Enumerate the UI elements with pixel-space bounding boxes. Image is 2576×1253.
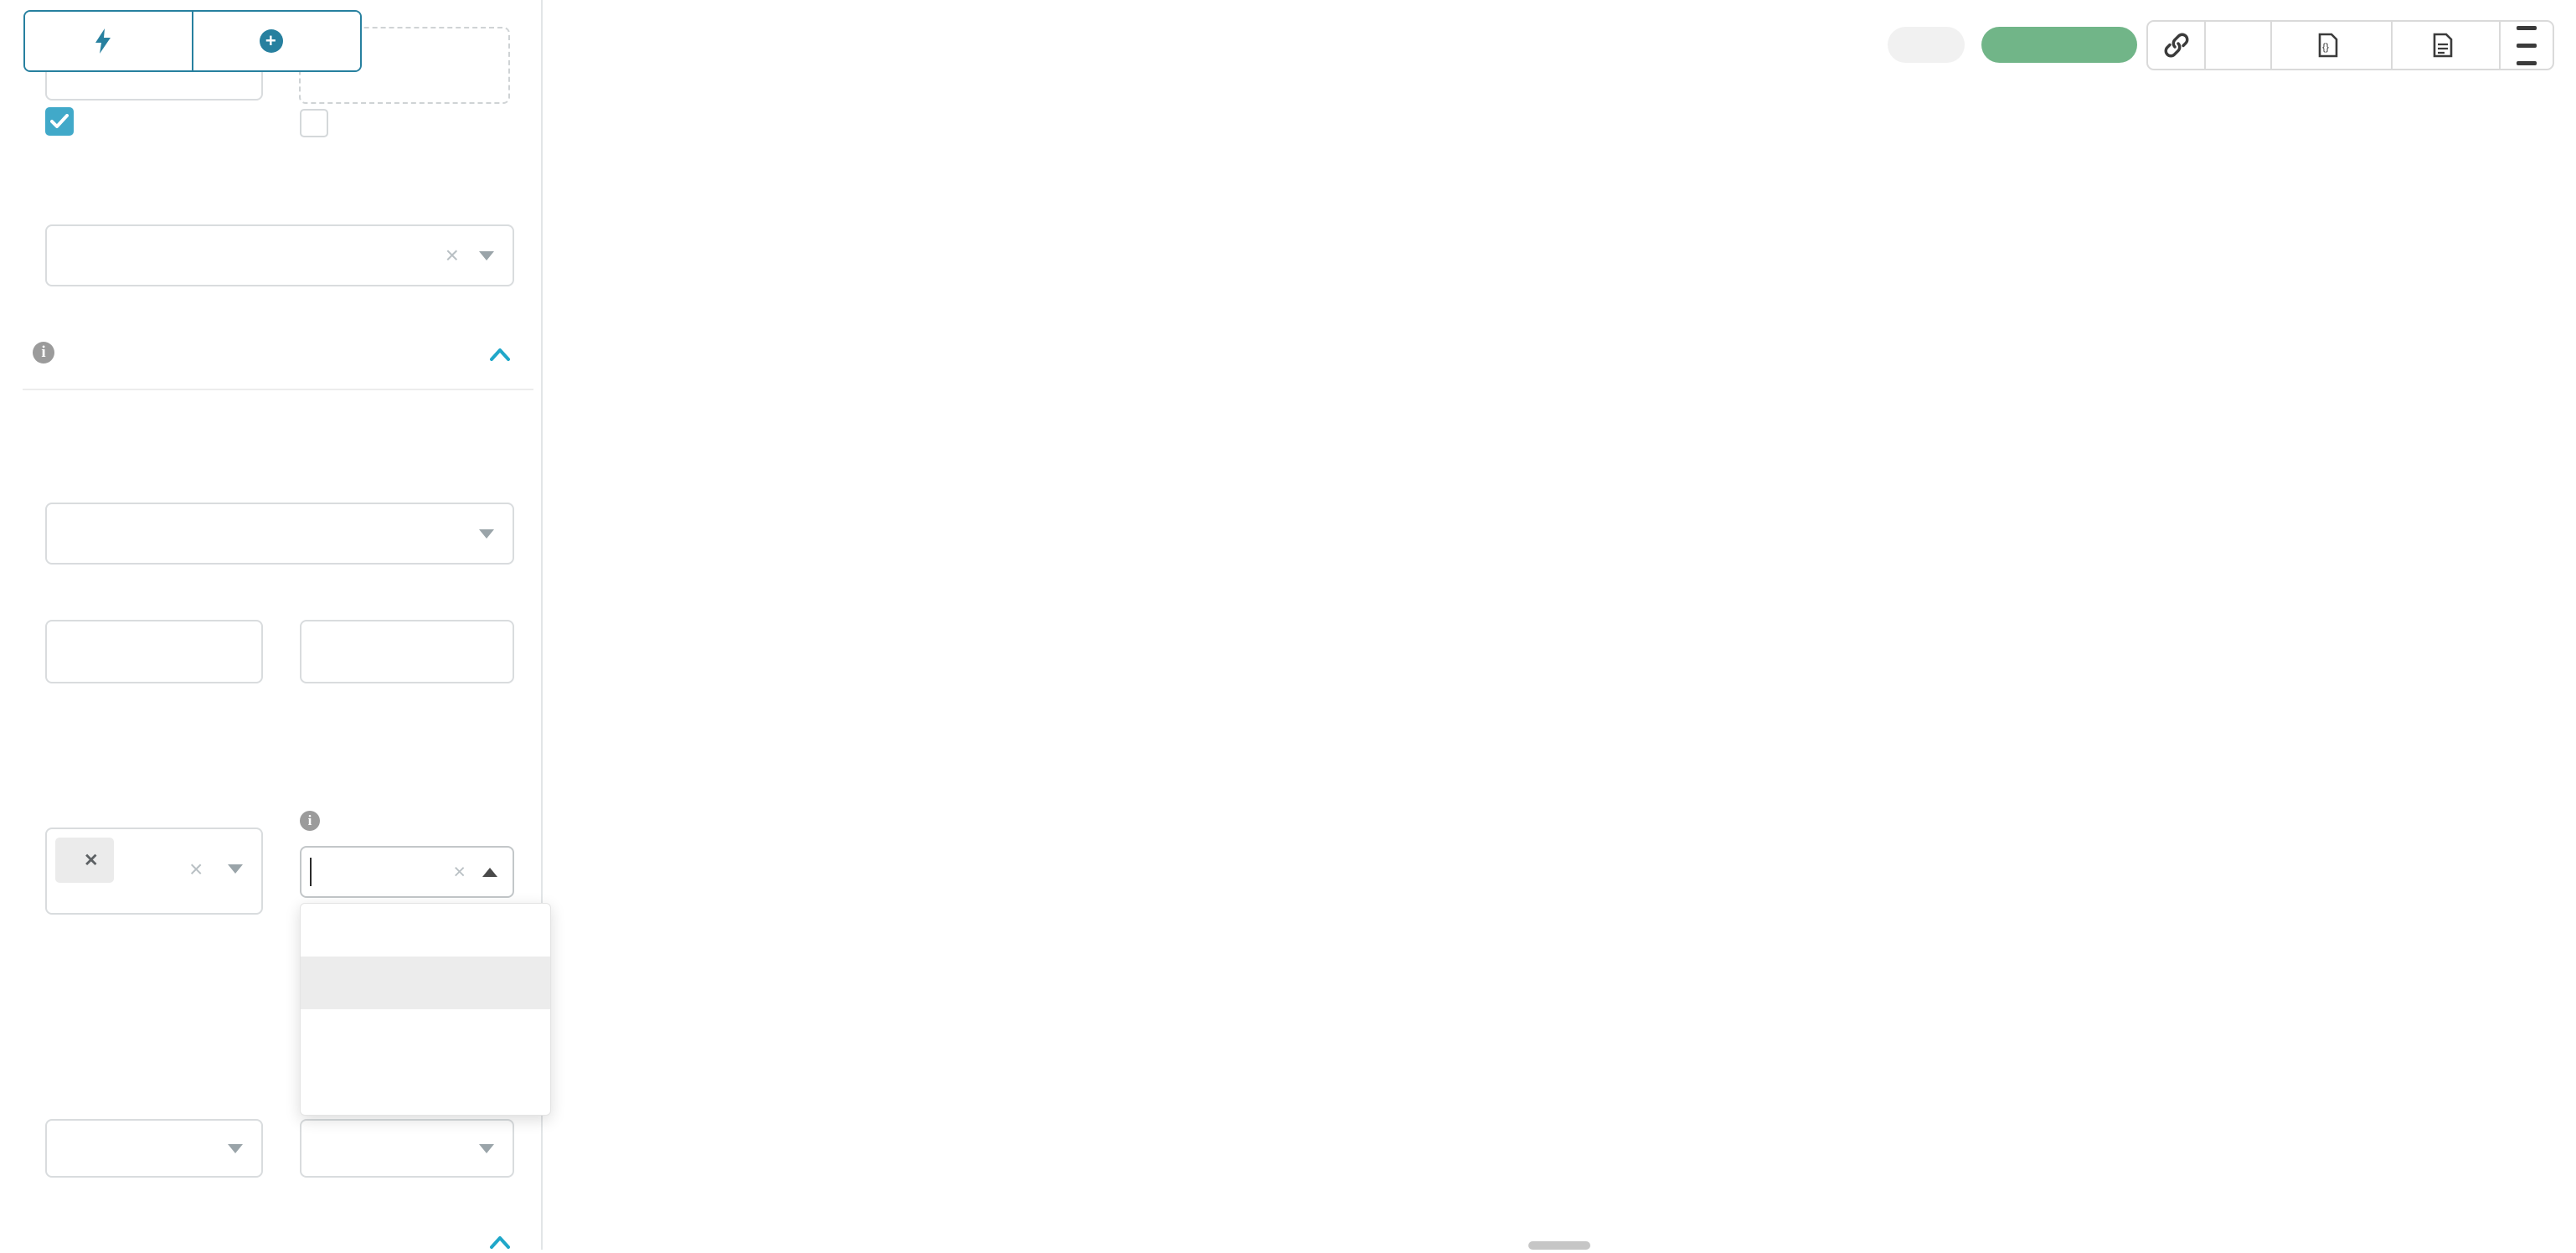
checkmark-icon (50, 114, 69, 128)
plus-circle-icon: + (259, 29, 283, 53)
rule-select-right[interactable] (300, 1119, 514, 1178)
chevron-down-icon (228, 864, 243, 874)
calculation-type-menu (300, 903, 551, 1116)
short-link-button[interactable] (2148, 22, 2204, 69)
contribution-checkbox[interactable] (300, 109, 328, 137)
lightning-icon (95, 28, 111, 54)
burger-bar (2516, 25, 2537, 30)
run-button[interactable] (25, 12, 192, 70)
clear-icon[interactable]: × (453, 859, 466, 884)
chevron-down-icon (228, 1143, 243, 1153)
export-json-button[interactable]: {} (2270, 22, 2391, 69)
control-panel-sidebar: + × i i ✕ × (0, 0, 551, 1253)
save-button[interactable]: + (192, 12, 360, 70)
menu-item-percentage-change[interactable] (301, 1009, 550, 1062)
chevron-down-icon (479, 1143, 494, 1153)
rolling-function-select[interactable] (45, 503, 514, 565)
chevron-down-icon (479, 529, 494, 539)
export-toolbar: {} (2146, 20, 2554, 70)
min-periods-input[interactable] (300, 620, 514, 683)
file-code-icon: {} (2318, 33, 2338, 58)
svg-text:{}: {} (2322, 41, 2329, 53)
query-timer-badge (1981, 27, 2137, 63)
menu-item-absolute-difference[interactable] (301, 957, 550, 1009)
burger-bar (2516, 60, 2537, 65)
view-query-button[interactable] (2204, 22, 2270, 69)
text-cursor (310, 858, 312, 886)
sort-descending-checkbox[interactable] (45, 107, 74, 136)
row-limit-select[interactable]: × (45, 224, 514, 286)
file-lines-icon (2433, 33, 2452, 58)
time-shift-select[interactable]: ✕ (45, 828, 263, 915)
time-shift-tag[interactable]: ✕ (55, 838, 114, 883)
calculation-type-select[interactable]: × (300, 846, 514, 898)
advanced-analytics-header[interactable]: i (23, 342, 54, 364)
export-csv-button[interactable] (2391, 22, 2498, 69)
horizontal-scrollbar-thumb[interactable] (1528, 1241, 1590, 1250)
rule-select-left[interactable] (45, 1119, 263, 1178)
chevron-down-icon (479, 250, 494, 260)
menu-item-ratio[interactable] (301, 1062, 550, 1115)
periods-input[interactable] (45, 620, 263, 683)
tag-close-icon[interactable]: ✕ (84, 850, 99, 870)
section-divider (23, 389, 533, 390)
chevron-up-icon[interactable] (487, 345, 513, 365)
burger-bar (2516, 43, 2537, 48)
link-icon (2164, 33, 2188, 58)
row-count-badge (1888, 27, 1965, 63)
clear-icon[interactable]: × (189, 856, 204, 882)
menu-button[interactable] (2498, 22, 2553, 69)
run-save-group: + (23, 10, 362, 72)
chevron-up-icon[interactable] (487, 1233, 513, 1253)
menu-item-actual-values[interactable] (301, 904, 550, 957)
info-icon[interactable]: i (300, 811, 320, 831)
info-icon[interactable]: i (33, 342, 54, 364)
clear-icon[interactable]: × (445, 242, 459, 268)
chevron-up-icon (482, 867, 497, 877)
